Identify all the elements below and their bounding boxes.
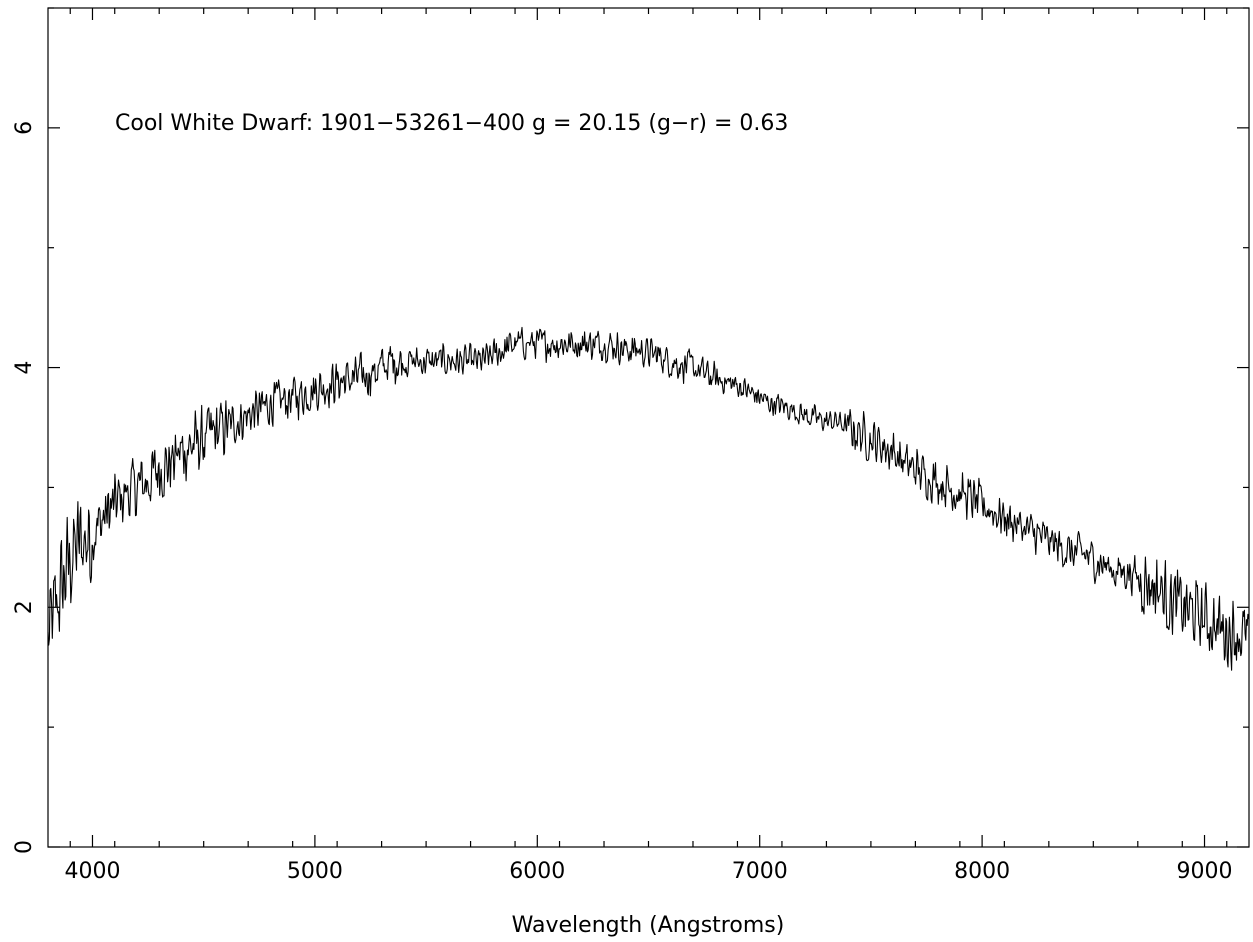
y-tick-labels: 0 2 4 6	[12, 121, 37, 854]
x-tick-label: 7000	[732, 859, 788, 884]
y-tick-label: 2	[12, 600, 37, 614]
x-tick-labels: 4000 5000 6000 7000 8000 9000	[64, 859, 1232, 884]
y-tick-label: 0	[12, 840, 37, 854]
x-axis-label: Wavelength (Angstroms)	[512, 913, 785, 938]
y-tick-label: 4	[12, 361, 37, 375]
spectrum-annotation: Cool White Dwarf: 1901−53261−400 g = 20.…	[115, 111, 788, 136]
x-tick-label: 5000	[287, 859, 343, 884]
x-tick-label: 9000	[1177, 859, 1233, 884]
x-tick-label: 6000	[509, 859, 565, 884]
axis-ticks	[48, 7, 1249, 848]
spectrum-line	[47, 326, 1250, 671]
y-tick-label: 6	[12, 121, 37, 135]
plot-frame	[47, 7, 1250, 848]
x-tick-label: 4000	[64, 859, 120, 884]
x-tick-label: 8000	[954, 859, 1010, 884]
